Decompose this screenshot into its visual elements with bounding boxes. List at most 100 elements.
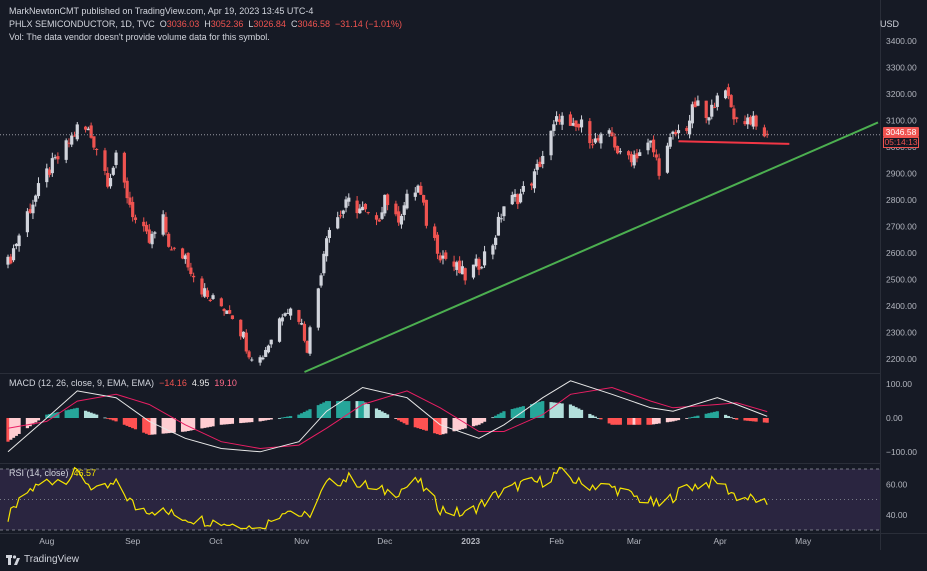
rsi-legend[interactable]: RSI (14, close) 46.57 (9, 468, 96, 478)
time-tick-label: Sep (125, 536, 140, 546)
candle-body (599, 133, 603, 144)
macd-histogram-bar (95, 414, 99, 418)
candle-body (34, 195, 38, 202)
macd-histogram-bar (203, 418, 207, 428)
candle-body (541, 155, 545, 165)
macd-histogram-bar (211, 418, 215, 427)
macd-histogram-bar (192, 418, 196, 430)
macd-histogram-bar (554, 402, 559, 418)
macd-histogram-bar (687, 417, 692, 419)
candle-body (385, 194, 390, 206)
candle-body (56, 156, 60, 160)
bar-countdown-badge: 05:14:13 (883, 137, 919, 148)
candle-body (308, 327, 312, 354)
candle-body (638, 152, 642, 156)
macd-histogram-group (6, 401, 769, 442)
candle-body (557, 119, 561, 122)
candle-body (416, 185, 420, 193)
macd-histogram-bar (651, 418, 656, 425)
candle-body (729, 95, 733, 108)
low-label: L (248, 19, 254, 29)
open-value: 3036.03 (166, 19, 200, 29)
macd-histogram-bar (577, 408, 581, 418)
macd-histogram-bar (416, 418, 420, 429)
candle-body (183, 255, 187, 260)
candle-body (45, 168, 49, 183)
time-tick-label: May (795, 536, 812, 546)
candle-body (36, 183, 41, 197)
macd-histogram-bar (128, 418, 132, 428)
candle-body (341, 210, 345, 214)
macd-histogram-bar (338, 401, 343, 418)
macd-histogram-bar (341, 401, 345, 418)
macd-histogram-bar (266, 418, 271, 420)
candle-body (435, 234, 440, 254)
macd-histogram-bar (627, 418, 631, 425)
macd-histogram-bar (494, 415, 498, 418)
candle-body (6, 256, 10, 265)
candle-body (693, 101, 697, 108)
macd-histogram-bar (111, 418, 115, 421)
candle-body (419, 185, 423, 195)
candle-body (269, 339, 273, 345)
macd-histogram-bar (36, 418, 41, 421)
time-tick-label: 2023 (461, 536, 480, 546)
macd-histogram-bar (75, 407, 79, 418)
rsi-value: 46.57 (73, 468, 97, 478)
candle-body (336, 217, 340, 229)
candle-body (665, 145, 670, 173)
candle-body (748, 116, 753, 125)
macd-histogram-bar (704, 413, 708, 418)
candle-body (86, 128, 90, 131)
macd-histogram-bar (424, 418, 428, 431)
candle-body (635, 153, 639, 159)
macd-histogram-bar (269, 418, 273, 420)
macd-histogram-bar (264, 418, 268, 421)
candle-body (28, 209, 32, 213)
time-tick-label: Aug (39, 536, 54, 546)
macd-legend[interactable]: MACD (12, 26, close, 9, EMA, EMA) −14.16… (9, 378, 237, 388)
macd-histogram-bar (712, 411, 717, 418)
macd-histogram-bar (106, 418, 110, 419)
macd-histogram-bar (289, 416, 293, 418)
macd-histogram-bar (754, 418, 758, 422)
currency-label[interactable]: USD (879, 19, 899, 29)
macd-histogram-bar (358, 401, 362, 418)
tradingview-logo[interactable]: TradingView (6, 554, 79, 565)
candle-body (715, 95, 719, 107)
macd-histogram-bar (568, 404, 573, 418)
macd-histogram-bar (108, 418, 113, 420)
candle-body (712, 106, 717, 108)
macd-histogram-bar (297, 414, 301, 418)
price-tick-label: 3300.00 (886, 63, 917, 73)
macd-histogram-bar (83, 410, 88, 418)
candle-body (322, 253, 326, 274)
macd-histogram-bar (541, 401, 545, 418)
candle-body (103, 150, 107, 171)
candle-body (316, 288, 320, 328)
candle-body (754, 115, 758, 127)
rsi-tick-label: 60.00 (886, 479, 908, 489)
candle-body (751, 115, 755, 127)
macd-histogram-bar (657, 418, 661, 424)
macd-histogram-bar (607, 418, 611, 424)
symbol-legend[interactable]: PHLX SEMICONDUCTOR, 1D, TVC O3036.03 H30… (9, 19, 402, 29)
candle-body (338, 215, 343, 217)
macd-histogram-bar (405, 418, 409, 425)
macd-histogram-bar (72, 408, 77, 418)
rsi-label: RSI (14, close) (9, 468, 69, 478)
macd-line-value: 4.95 (191, 378, 210, 388)
candle-body (510, 195, 514, 205)
high-label: H (204, 19, 211, 29)
candle-body (219, 298, 223, 307)
macd-histogram-bar (710, 412, 714, 418)
candle-body (397, 211, 401, 223)
candle-body (471, 264, 476, 278)
macd-histogram-bar (654, 418, 658, 424)
candle-body (560, 115, 564, 125)
candle-body (374, 215, 379, 220)
macd-histogram-bar (322, 402, 326, 418)
rsi-line (7, 466, 768, 530)
